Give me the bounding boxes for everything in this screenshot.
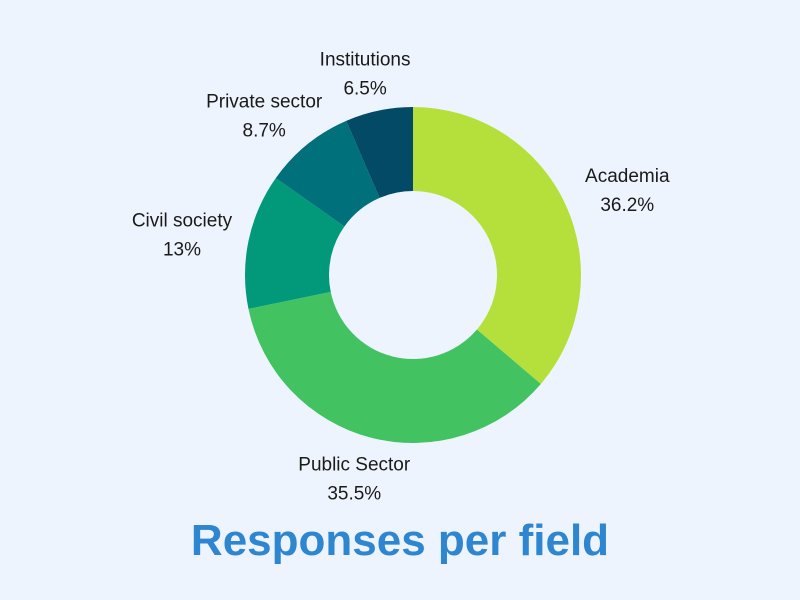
slice-academia [413, 107, 581, 384]
slice-public-sector [248, 291, 541, 443]
slices-layer [244, 107, 581, 443]
slice-label-academia: Academia 36.2% [585, 166, 670, 216]
slice-category-label: Civil society [132, 210, 233, 231]
slice-value-label: 36.2% [600, 195, 654, 216]
slice-value-label: 6.5% [343, 78, 386, 99]
slice-label-public-sector: Public Sector 35.5% [298, 454, 411, 504]
slice-label-institutions: Institutions 6.5% [320, 49, 411, 99]
slice-value-label: 35.5% [327, 483, 381, 504]
slice-institutions [346, 107, 413, 198]
slice-category-label: Public Sector [298, 454, 411, 475]
slice-label-civil-society: Civil society 13% [132, 210, 233, 260]
slice-civil-society [244, 178, 345, 309]
slice-category-label: Academia [585, 166, 670, 187]
slice-category-label: Private sector [206, 92, 323, 113]
slice-category-label: Institutions [320, 49, 411, 70]
slice-value-label: 8.7% [243, 121, 286, 142]
slice-private-sector [275, 120, 380, 227]
slice-label-private-sector: Private sector 8.7% [206, 92, 323, 142]
slice-value-label: 13% [163, 239, 201, 260]
chart-title: Responses per field [190, 516, 610, 565]
labels-layer: Academia 36.2% Public Sector 35.5% Civil soc… [132, 49, 670, 504]
